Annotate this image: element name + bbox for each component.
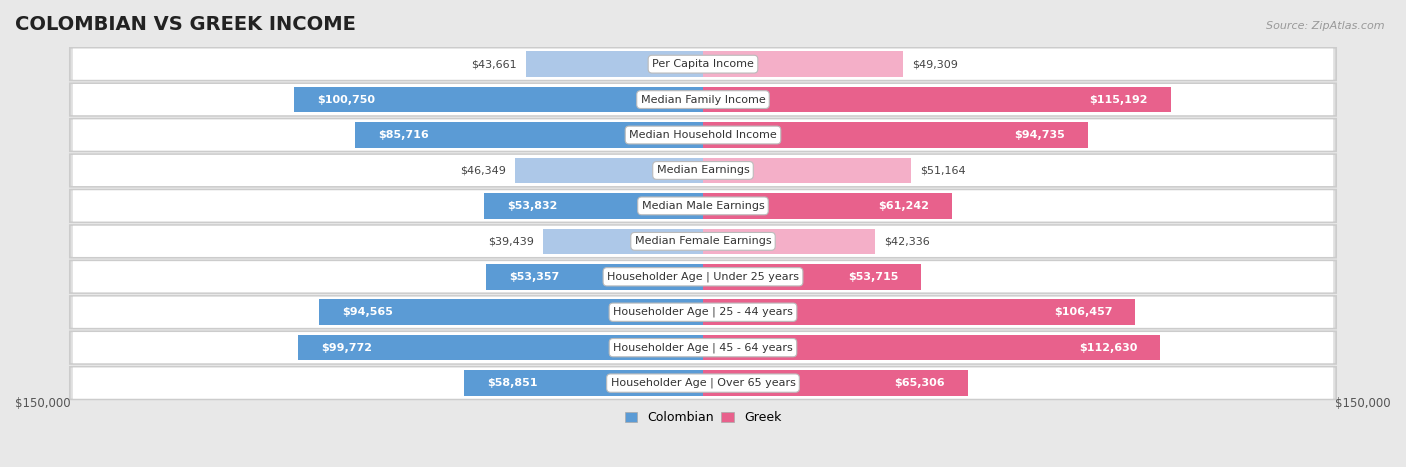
Bar bbox=[485, 193, 703, 219]
Text: $42,336: $42,336 bbox=[884, 236, 929, 246]
Text: Per Capita Income: Per Capita Income bbox=[652, 59, 754, 69]
FancyBboxPatch shape bbox=[73, 297, 1333, 328]
Bar bbox=[486, 264, 703, 290]
Text: $53,715: $53,715 bbox=[848, 272, 898, 282]
Bar bbox=[464, 370, 703, 396]
Bar bbox=[526, 51, 703, 77]
Text: Householder Age | 25 - 44 years: Householder Age | 25 - 44 years bbox=[613, 307, 793, 318]
Bar bbox=[703, 299, 1135, 325]
Text: Median Male Earnings: Median Male Earnings bbox=[641, 201, 765, 211]
Text: $46,349: $46,349 bbox=[460, 165, 506, 176]
Text: $106,457: $106,457 bbox=[1053, 307, 1112, 317]
Text: $58,851: $58,851 bbox=[486, 378, 537, 388]
Bar bbox=[543, 228, 703, 254]
FancyBboxPatch shape bbox=[70, 83, 1336, 116]
FancyBboxPatch shape bbox=[70, 48, 1336, 80]
Text: Source: ZipAtlas.com: Source: ZipAtlas.com bbox=[1267, 21, 1385, 31]
FancyBboxPatch shape bbox=[70, 225, 1336, 258]
Text: $150,000: $150,000 bbox=[15, 397, 70, 410]
FancyBboxPatch shape bbox=[73, 368, 1333, 399]
FancyBboxPatch shape bbox=[73, 332, 1333, 363]
FancyBboxPatch shape bbox=[73, 226, 1333, 257]
Text: Householder Age | Over 65 years: Householder Age | Over 65 years bbox=[610, 378, 796, 389]
FancyBboxPatch shape bbox=[73, 191, 1333, 221]
Text: $115,192: $115,192 bbox=[1090, 95, 1147, 105]
Text: $43,661: $43,661 bbox=[471, 59, 516, 69]
Text: $51,164: $51,164 bbox=[920, 165, 966, 176]
Text: $53,357: $53,357 bbox=[509, 272, 560, 282]
FancyBboxPatch shape bbox=[73, 120, 1333, 151]
Bar bbox=[703, 158, 911, 183]
Text: $112,630: $112,630 bbox=[1078, 343, 1137, 353]
FancyBboxPatch shape bbox=[70, 190, 1336, 222]
Text: Householder Age | 45 - 64 years: Householder Age | 45 - 64 years bbox=[613, 342, 793, 353]
FancyBboxPatch shape bbox=[70, 154, 1336, 187]
FancyBboxPatch shape bbox=[73, 261, 1333, 292]
Text: $65,306: $65,306 bbox=[894, 378, 945, 388]
Text: $85,716: $85,716 bbox=[378, 130, 429, 140]
Bar bbox=[703, 228, 875, 254]
Bar bbox=[703, 122, 1087, 148]
Bar bbox=[298, 335, 703, 361]
FancyBboxPatch shape bbox=[73, 84, 1333, 115]
Text: $39,439: $39,439 bbox=[488, 236, 534, 246]
Text: COLOMBIAN VS GREEK INCOME: COLOMBIAN VS GREEK INCOME bbox=[15, 15, 356, 34]
Bar bbox=[294, 87, 703, 113]
Text: Householder Age | Under 25 years: Householder Age | Under 25 years bbox=[607, 271, 799, 282]
Bar bbox=[515, 158, 703, 183]
Text: $150,000: $150,000 bbox=[1336, 397, 1391, 410]
FancyBboxPatch shape bbox=[70, 332, 1336, 364]
Text: Median Household Income: Median Household Income bbox=[628, 130, 778, 140]
Text: $94,565: $94,565 bbox=[342, 307, 392, 317]
FancyBboxPatch shape bbox=[70, 296, 1336, 328]
FancyBboxPatch shape bbox=[70, 119, 1336, 151]
Legend: Colombian, Greek: Colombian, Greek bbox=[620, 406, 786, 429]
Text: $99,772: $99,772 bbox=[321, 343, 371, 353]
Text: $49,309: $49,309 bbox=[912, 59, 957, 69]
FancyBboxPatch shape bbox=[70, 367, 1336, 399]
Bar bbox=[356, 122, 703, 148]
Text: $53,832: $53,832 bbox=[508, 201, 558, 211]
Text: Median Earnings: Median Earnings bbox=[657, 165, 749, 176]
Bar bbox=[703, 370, 969, 396]
Text: $61,242: $61,242 bbox=[877, 201, 929, 211]
Text: Median Female Earnings: Median Female Earnings bbox=[634, 236, 772, 246]
Text: Median Family Income: Median Family Income bbox=[641, 95, 765, 105]
Bar bbox=[703, 264, 921, 290]
Text: $94,735: $94,735 bbox=[1014, 130, 1064, 140]
Text: $100,750: $100,750 bbox=[316, 95, 375, 105]
Bar bbox=[703, 87, 1171, 113]
Bar bbox=[703, 51, 903, 77]
FancyBboxPatch shape bbox=[70, 261, 1336, 293]
Bar bbox=[703, 335, 1160, 361]
FancyBboxPatch shape bbox=[73, 155, 1333, 186]
FancyBboxPatch shape bbox=[73, 49, 1333, 80]
Bar bbox=[319, 299, 703, 325]
Bar bbox=[703, 193, 952, 219]
